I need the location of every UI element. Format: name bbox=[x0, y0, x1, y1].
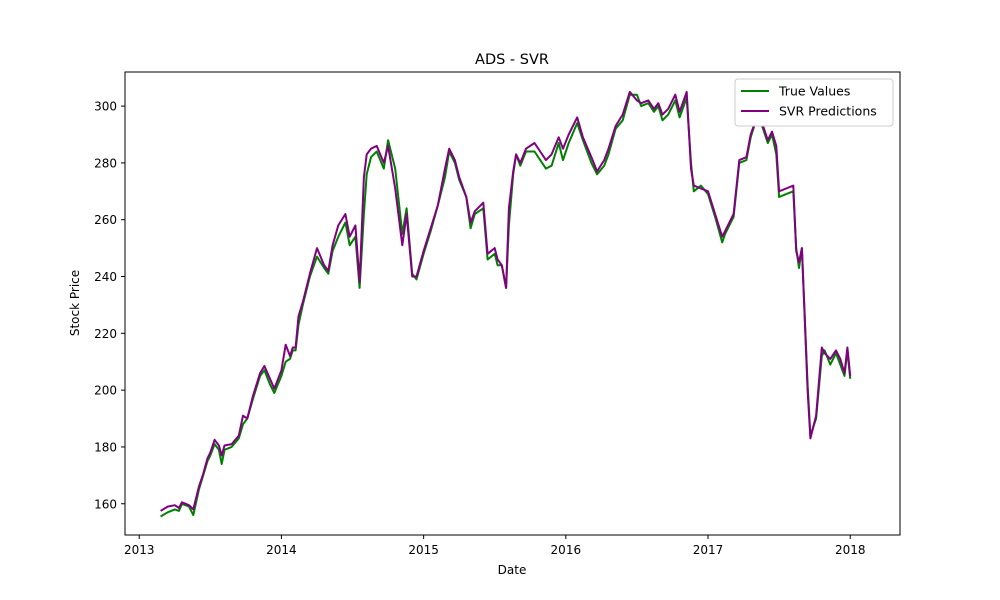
legend: True Values SVR Predictions bbox=[734, 78, 894, 127]
legend-box bbox=[734, 78, 894, 127]
y-tick-label: 220 bbox=[94, 327, 117, 341]
x-tick-label: 2017 bbox=[693, 543, 724, 557]
x-tick-label: 2013 bbox=[124, 543, 155, 557]
x-axis-label: Date bbox=[498, 563, 527, 577]
y-axis-ticks: 160 180 200 220 240 260 280 300 bbox=[94, 100, 125, 511]
y-axis-label: Stock Price bbox=[68, 270, 82, 336]
legend-label-true-values: True Values bbox=[778, 84, 850, 99]
x-tick-label: 2015 bbox=[408, 543, 439, 557]
x-tick-label: 2014 bbox=[266, 543, 297, 557]
y-tick-label: 260 bbox=[94, 213, 117, 227]
y-tick-label: 280 bbox=[94, 156, 117, 170]
chart-title: ADS - SVR bbox=[475, 52, 549, 68]
plot-frame bbox=[124, 71, 901, 536]
series-layer bbox=[160, 90, 852, 518]
x-tick-label: 2016 bbox=[551, 543, 582, 557]
y-tick-label: 200 bbox=[94, 384, 117, 398]
plot-area bbox=[124, 71, 901, 536]
y-tick-label: 300 bbox=[94, 100, 117, 114]
x-tick-label: 2018 bbox=[835, 543, 866, 557]
y-tick-label: 160 bbox=[94, 497, 117, 511]
legend-label-svr-predictions: SVR Predictions bbox=[779, 104, 877, 119]
series-line-svr-predictions bbox=[160, 90, 852, 512]
y-tick-label: 240 bbox=[94, 270, 117, 284]
y-tick-label: 180 bbox=[94, 440, 117, 454]
x-axis-ticks: 2013 2014 2015 2016 2017 2018 bbox=[124, 535, 866, 557]
